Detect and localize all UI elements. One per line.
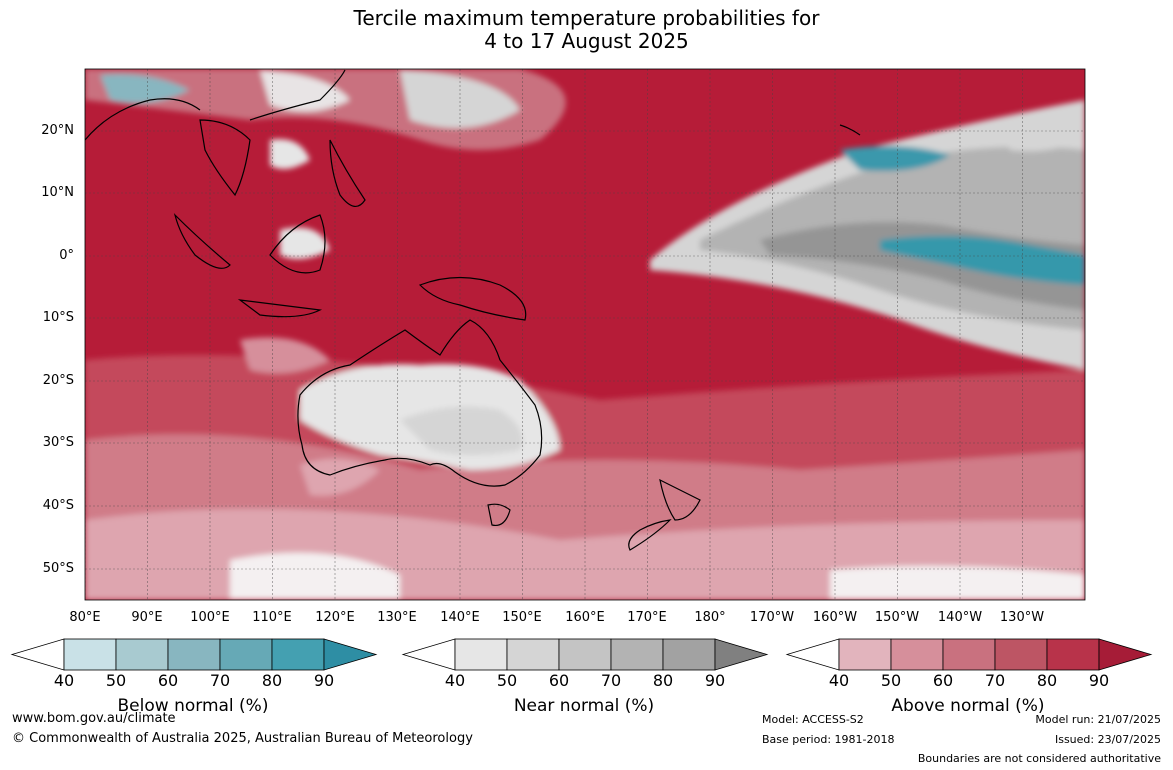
lat-label-20n: 20°N xyxy=(41,123,74,138)
above-colorbar-max-extend xyxy=(1098,638,1153,671)
near-colorbar-tick: 50 xyxy=(496,671,518,690)
lon-label-110e: 110°E xyxy=(252,610,292,625)
lat-label-20s: 20°S xyxy=(42,373,74,388)
near-colorbar-max-extend xyxy=(714,638,769,671)
below-colorbar-tick: 60 xyxy=(157,671,179,690)
lon-label-150w: 150°W xyxy=(874,610,920,625)
near-normal-title: Near normal (%) xyxy=(513,696,655,716)
above-normal-title: Above normal (%) xyxy=(891,696,1045,716)
near-colorbar-min-extend xyxy=(401,638,456,671)
colorbars xyxy=(10,638,1153,671)
above-colorbar-segment xyxy=(1046,638,1100,671)
above-colorbar-segment xyxy=(890,638,944,671)
base-period-text: Base period: 1981-2018 xyxy=(762,733,895,746)
map-frame xyxy=(84,68,1086,601)
lon-label-170e: 170°E xyxy=(627,610,667,625)
website-text: www.bom.gov.au/climate xyxy=(12,711,176,726)
disclaimer-text: Boundaries are not considered authoritat… xyxy=(917,752,1161,765)
lon-label-150e: 150°E xyxy=(502,610,542,625)
above-colorbar-segment xyxy=(838,638,892,671)
model-run-text: Model run: 21/07/2025 xyxy=(1035,713,1161,726)
near-colorbar-tick: 90 xyxy=(704,671,726,690)
below-colorbar-segment xyxy=(219,638,273,671)
above-colorbar-segment xyxy=(942,638,996,671)
below-colorbar-tick: 90 xyxy=(313,671,335,690)
lat-label-10n: 10°N xyxy=(41,185,74,200)
near-colorbar-tick: 80 xyxy=(652,671,674,690)
lat-label-30s: 30°S xyxy=(42,435,74,450)
graticule xyxy=(85,69,1085,600)
lon-label-130w: 130°W xyxy=(999,610,1045,625)
below-colorbar-tick: 50 xyxy=(105,671,127,690)
below-colorbar-tick: 80 xyxy=(261,671,283,690)
lon-label-130e: 130°E xyxy=(377,610,417,625)
above-colorbar-tick: 40 xyxy=(828,671,850,690)
map-title-line2: 4 to 17 August 2025 xyxy=(484,29,689,53)
below-colorbar-segment xyxy=(167,638,221,671)
below-colorbar-max-extend xyxy=(323,638,378,671)
near-colorbar-segment xyxy=(610,638,664,671)
lat-label-10s: 10°S xyxy=(42,310,74,325)
model-text: Model: ACCESS-S2 xyxy=(762,713,864,726)
near-colorbar-segment xyxy=(506,638,560,671)
lat-label-50s: 50°S xyxy=(42,561,74,576)
lon-label-140w: 140°W xyxy=(937,610,983,625)
below-colorbar-tick: 40 xyxy=(53,671,75,690)
lon-label-140e: 140°E xyxy=(440,610,480,625)
lon-label-120e: 120°E xyxy=(315,610,355,625)
map-title-line1: Tercile maximum temperature probabilitie… xyxy=(353,6,820,30)
above-colorbar-tick: 50 xyxy=(880,671,902,690)
lon-label-160w: 160°W xyxy=(812,610,858,625)
near-colorbar-segment xyxy=(662,638,716,671)
lon-label-180: 180° xyxy=(694,610,726,625)
above-colorbar-tick: 90 xyxy=(1088,671,1110,690)
near-colorbar-tick: 70 xyxy=(600,671,622,690)
above-colorbar-tick: 70 xyxy=(984,671,1006,690)
lon-label-80e: 80°E xyxy=(69,610,101,625)
above-colorbar-tick: 80 xyxy=(1036,671,1058,690)
lat-label-40s: 40°S xyxy=(42,498,74,513)
near-colorbar-segment xyxy=(454,638,508,671)
above-colorbar-tick: 60 xyxy=(932,671,954,690)
coastlines xyxy=(85,69,861,551)
issued-text: Issued: 23/07/2025 xyxy=(1054,733,1161,746)
below-colorbar-segment xyxy=(271,638,325,671)
lat-label-0: 0° xyxy=(59,248,74,263)
above-colorbar-min-extend xyxy=(785,638,840,671)
near-colorbar-segment xyxy=(558,638,612,671)
near-colorbar-tick: 40 xyxy=(444,671,466,690)
copyright-text: © Commonwealth of Australia 2025, Austra… xyxy=(12,731,473,746)
near-colorbar-tick: 60 xyxy=(548,671,570,690)
below-normal-title: Below normal (%) xyxy=(117,696,269,716)
lon-label-90e: 90°E xyxy=(131,610,163,625)
lon-label-160e: 160°E xyxy=(565,610,605,625)
lon-label-170w: 170°W xyxy=(749,610,795,625)
below-colorbar-tick: 70 xyxy=(209,671,231,690)
lon-label-100e: 100°E xyxy=(190,610,230,625)
below-colorbar-segment xyxy=(63,638,117,671)
below-colorbar-segment xyxy=(115,638,169,671)
above-colorbar-segment xyxy=(994,638,1048,671)
below-colorbar-min-extend xyxy=(10,638,65,671)
